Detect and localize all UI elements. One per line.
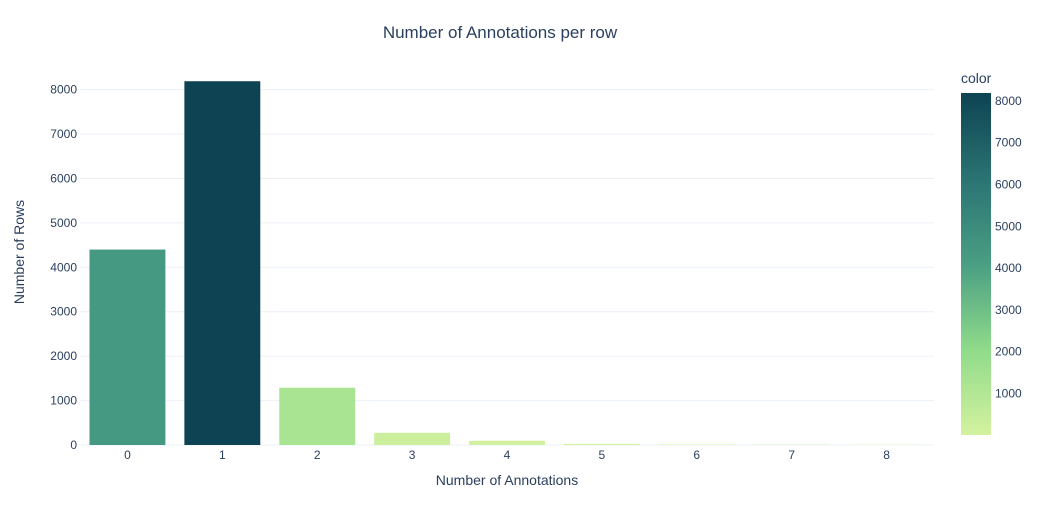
y-axis-ticks: 0 1000 2000 3000 4000 5000 6000 7000 8000 xyxy=(50,83,77,452)
bar xyxy=(658,444,735,445)
colorbar: color 1000 2000 3000 4000 5000 6000 7000 8000 xyxy=(961,70,1022,435)
y-tick-label: 6000 xyxy=(50,171,77,185)
colorbar-tick-label: 5000 xyxy=(995,219,1022,233)
x-tick-label: 5 xyxy=(599,448,606,462)
bar xyxy=(184,81,261,446)
x-tick-label: 7 xyxy=(788,448,795,462)
bar xyxy=(279,387,356,445)
x-axis-title: Number of Annotations xyxy=(436,472,578,488)
x-tick-label: 2 xyxy=(314,448,321,462)
colorbar-tick-label: 8000 xyxy=(995,94,1022,108)
bar xyxy=(469,440,545,445)
bar xyxy=(374,432,451,445)
x-tick-label: 3 xyxy=(409,448,416,462)
x-tick-label: 6 xyxy=(693,448,700,462)
colorbar-ticks: 1000 2000 3000 4000 5000 6000 7000 8000 xyxy=(995,94,1022,400)
colorbar-tick-label: 1000 xyxy=(995,386,1022,400)
bar xyxy=(89,249,166,445)
x-tick-label: 4 xyxy=(504,448,511,462)
y-tick-label: 3000 xyxy=(50,305,77,319)
y-tick-label: 5000 xyxy=(50,216,77,230)
x-tick-label: 0 xyxy=(124,448,131,462)
colorbar-tick-label: 7000 xyxy=(995,136,1022,150)
y-tick-label: 8000 xyxy=(50,83,77,97)
y-tick-label: 0 xyxy=(70,438,77,452)
colorbar-tick-label: 2000 xyxy=(995,345,1022,359)
colorbar-tick-label: 6000 xyxy=(995,178,1022,192)
chart-title: Number of Annotations per row xyxy=(383,23,618,42)
x-tick-label: 1 xyxy=(219,448,226,462)
y-tick-label: 2000 xyxy=(50,349,77,363)
bar xyxy=(563,443,640,445)
colorbar-title: color xyxy=(961,70,992,86)
x-tick-label: 8 xyxy=(883,448,890,462)
colorbar-gradient xyxy=(961,93,991,435)
y-axis-title: Number of Rows xyxy=(11,200,27,304)
bars xyxy=(89,81,925,446)
y-tick-label: 1000 xyxy=(50,394,77,408)
colorbar-tick-label: 4000 xyxy=(995,261,1022,275)
y-tick-label: 7000 xyxy=(50,127,77,141)
x-axis-ticks: 0 1 2 3 4 5 6 7 8 xyxy=(124,448,890,462)
colorbar-tick-label: 3000 xyxy=(995,303,1022,317)
y-tick-label: 4000 xyxy=(50,260,77,274)
